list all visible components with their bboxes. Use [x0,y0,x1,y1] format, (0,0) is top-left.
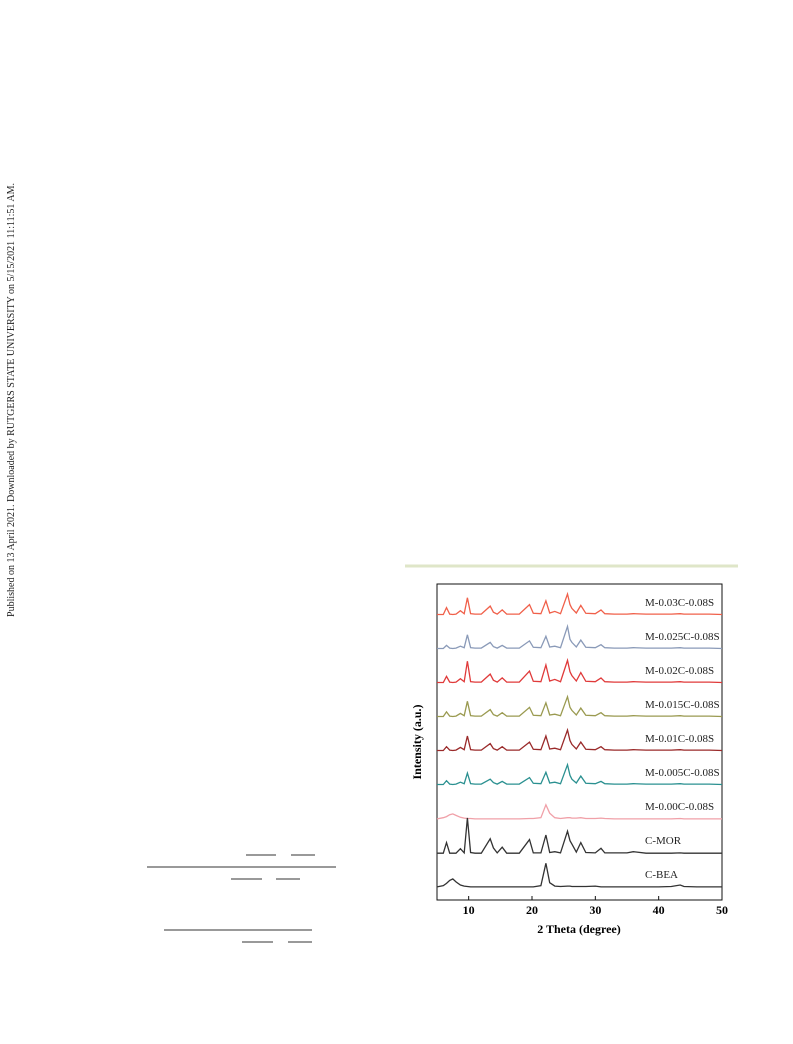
series-line [437,623,723,650]
series-line [437,817,722,855]
series-line [437,694,723,718]
x-tick-label: 40 [653,903,665,917]
side-note: Published on 13 April 2021. Downloaded b… [6,183,17,617]
x-tick-label: 30 [589,903,601,917]
series-label: M-0.02C-0.08S [645,665,714,677]
series-line [437,591,723,616]
series-line [436,863,722,888]
series-label: M-0.015C-0.08S [645,699,720,711]
x-axis-label: 2 Theta (degree) [537,922,621,936]
series-line [437,762,723,786]
series-line [436,803,722,820]
x-tick-label: 50 [716,903,728,917]
x-tick-label: 20 [526,903,538,917]
series-label: M-0.03C-0.08S [645,597,714,609]
series-label: M-0.025C-0.08S [645,631,720,643]
series-label: M-0.01C-0.08S [645,733,714,745]
y-axis-label: Intensity (a.u.) [410,704,424,779]
series-line [437,727,723,752]
plot-frame [436,583,723,901]
series-line [437,657,723,684]
series-label: M-0.00C-0.08S [645,801,714,813]
series-label: M-0.005C-0.08S [645,767,720,779]
series-label: C-MOR [645,835,682,847]
series-label: C-BEA [645,869,678,881]
x-tick-label: 10 [463,903,475,917]
equation-rules [147,854,336,943]
